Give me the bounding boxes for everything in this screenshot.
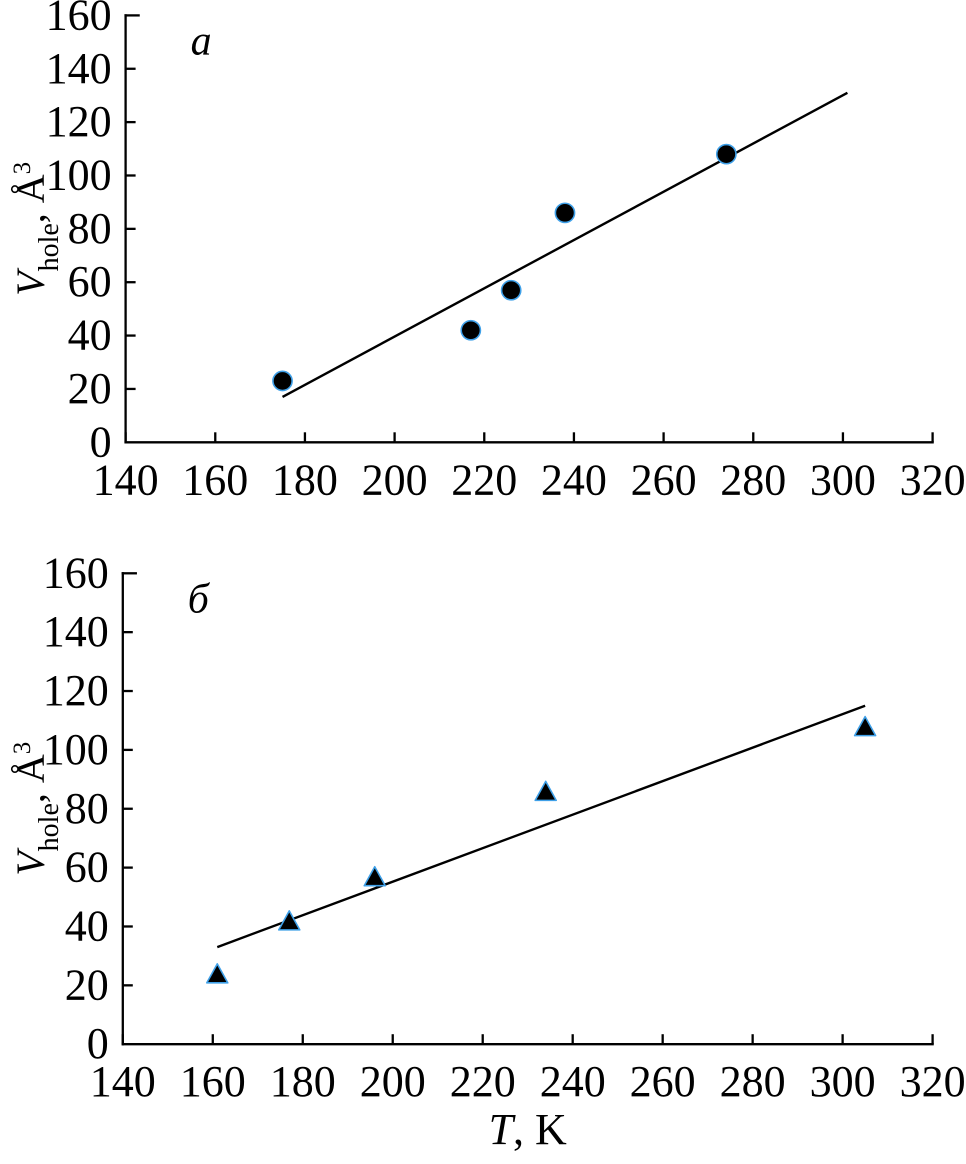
svg-text:320: 320 <box>900 1057 966 1106</box>
svg-text:260: 260 <box>630 1057 696 1106</box>
svg-text:280: 280 <box>720 455 786 504</box>
svg-text:180: 180 <box>272 455 338 504</box>
svg-text:б: б <box>188 576 211 622</box>
svg-text:160: 160 <box>180 1057 246 1106</box>
svg-text:60: 60 <box>65 843 109 892</box>
svg-text:120: 120 <box>46 97 112 146</box>
svg-text:200: 200 <box>362 455 428 504</box>
svg-text:40: 40 <box>68 311 112 360</box>
svg-text:260: 260 <box>631 455 697 504</box>
svg-text:T, K: T, K <box>489 1105 567 1154</box>
svg-text:140: 140 <box>90 1057 156 1106</box>
svg-text:a: a <box>191 18 212 64</box>
svg-text:20: 20 <box>68 364 112 413</box>
svg-text:120: 120 <box>43 666 109 715</box>
svg-text:100: 100 <box>46 150 112 199</box>
svg-text:180: 180 <box>270 1057 336 1106</box>
svg-text:160: 160 <box>182 455 248 504</box>
svg-text:80: 80 <box>65 784 109 833</box>
svg-text:280: 280 <box>720 1057 786 1106</box>
svg-text:220: 220 <box>451 455 517 504</box>
svg-text:220: 220 <box>450 1057 516 1106</box>
svg-text:60: 60 <box>68 257 112 306</box>
svg-text:140: 140 <box>43 607 109 656</box>
svg-text:240: 240 <box>541 455 607 504</box>
svg-text:80: 80 <box>68 204 112 253</box>
svg-text:140: 140 <box>93 455 159 504</box>
svg-text:140: 140 <box>46 44 112 93</box>
svg-text:160: 160 <box>46 0 112 39</box>
svg-text:200: 200 <box>360 1057 426 1106</box>
svg-text:240: 240 <box>540 1057 606 1106</box>
svg-text:20: 20 <box>65 960 109 1009</box>
svg-text:160: 160 <box>43 548 109 597</box>
svg-text:300: 300 <box>810 1057 876 1106</box>
svg-text:300: 300 <box>810 455 876 504</box>
svg-text:40: 40 <box>65 901 109 950</box>
svg-text:320: 320 <box>900 455 966 504</box>
